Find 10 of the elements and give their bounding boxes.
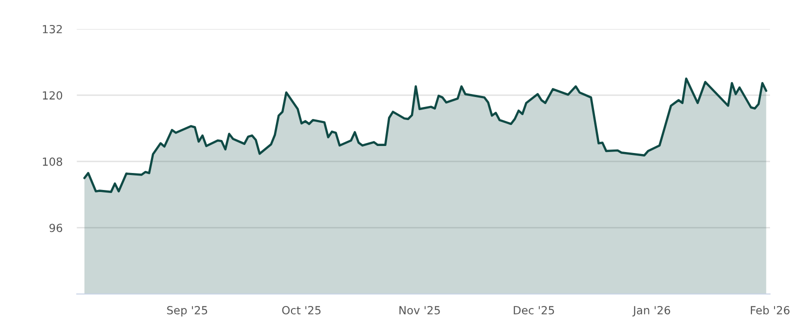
- y-tick-label: 96: [49, 224, 62, 232]
- y-tick-label: 108: [42, 157, 62, 166]
- x-tick-label: Sep '25: [167, 306, 208, 317]
- x-tick-label: Feb '26: [750, 306, 790, 314]
- y-tick-label: 132: [42, 24, 62, 34]
- x-tick-label: Oct '25: [282, 306, 321, 314]
- x-tick-label: Jan '26: [632, 306, 670, 316]
- x-tick-label: Dec '25: [514, 306, 554, 314]
- x-tick-label: Nov '25: [399, 306, 440, 314]
- y-tick-label: 120: [42, 91, 62, 100]
